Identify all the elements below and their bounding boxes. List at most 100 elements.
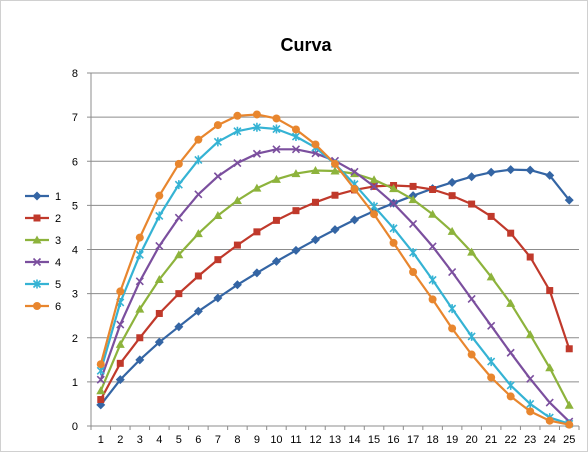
- data-point-triangle: [389, 184, 399, 193]
- data-point-star: [467, 331, 476, 341]
- data-point-x: [116, 320, 125, 329]
- data-point-star: [428, 275, 437, 285]
- legend-label: 4: [55, 257, 61, 269]
- data-point-circle: [487, 373, 496, 382]
- data-point-triangle: [154, 275, 164, 284]
- legend: 1 2 3 4 5 6: [25, 191, 61, 313]
- data-point-square: [272, 216, 280, 224]
- x-tick-label: 7: [215, 434, 221, 446]
- data-point-circle: [428, 295, 437, 304]
- data-point-circle: [448, 324, 457, 333]
- legend-item: 3: [25, 235, 61, 247]
- data-point-x: [487, 321, 496, 330]
- data-point-diamond: [193, 306, 203, 316]
- data-point-square: [233, 241, 241, 249]
- data-point-triangle: [467, 247, 477, 256]
- data-point-star: [272, 124, 281, 134]
- data-point-x: [389, 199, 398, 208]
- x-tick-label: 19: [446, 434, 458, 446]
- x-tick-label: 11: [290, 434, 301, 446]
- y-tick-label: 0: [72, 421, 78, 433]
- data-point-diamond: [525, 165, 535, 175]
- data-point-circle: [409, 268, 418, 277]
- data-point-triangle: [135, 304, 145, 313]
- series-group: [96, 110, 574, 429]
- data-point-triangle: [32, 235, 42, 244]
- data-point-x: [291, 145, 301, 154]
- data-point-square: [116, 359, 124, 367]
- data-point-triangle: [174, 250, 184, 259]
- data-point-square: [33, 214, 41, 222]
- data-point-diamond: [310, 235, 320, 245]
- data-point-diamond: [32, 191, 42, 201]
- data-point-star: [389, 223, 398, 233]
- data-point-x: [233, 158, 242, 168]
- x-tick-label: 20: [466, 434, 478, 446]
- x-tick-label: 12: [309, 434, 321, 446]
- data-point-circle: [545, 416, 554, 425]
- data-point-square: [468, 200, 476, 208]
- data-point-x: [350, 167, 359, 176]
- data-point-diamond: [271, 256, 281, 266]
- series-line: [99, 184, 571, 401]
- data-point-triangle: [408, 195, 418, 204]
- x-tick-label: 14: [348, 434, 360, 446]
- x-tick-label: 5: [176, 434, 182, 446]
- data-point-circle: [272, 114, 281, 123]
- x-tick-label: 17: [407, 434, 419, 446]
- data-point-triangle: [232, 196, 242, 205]
- data-point-square: [155, 309, 163, 317]
- legend-item: 6: [25, 301, 61, 313]
- data-point-star: [174, 180, 183, 190]
- data-point-diamond: [135, 355, 145, 365]
- data-point-square: [194, 272, 202, 280]
- x-tick-label: 16: [387, 434, 399, 446]
- data-point-diamond: [115, 375, 125, 385]
- x-tick-label: 2: [117, 434, 123, 446]
- data-point-diamond: [154, 337, 164, 347]
- data-point-triangle: [252, 183, 262, 192]
- series-6: [96, 110, 574, 429]
- legend-item: 1: [25, 191, 61, 203]
- data-point-triangle: [115, 339, 125, 348]
- data-point-triangle: [310, 166, 320, 175]
- legend-label: 2: [55, 213, 61, 225]
- data-point-x: [252, 149, 261, 158]
- y-tick-label: 1: [72, 377, 78, 389]
- data-point-triangle: [545, 363, 555, 372]
- data-point-square: [429, 185, 437, 193]
- x-tick-label: 4: [156, 434, 162, 446]
- x-tick-label: 23: [524, 434, 536, 446]
- data-point-square: [409, 182, 417, 190]
- data-point-diamond: [330, 225, 340, 235]
- data-point-triangle: [193, 229, 203, 238]
- data-point-star: [506, 380, 515, 390]
- data-point-circle: [135, 233, 144, 242]
- data-point-square: [331, 191, 339, 199]
- x-tick-label: 25: [563, 434, 575, 446]
- data-point-circle: [506, 392, 515, 401]
- x-tick-label: 21: [485, 434, 497, 446]
- data-point-x: [272, 145, 281, 154]
- y-tick-label: 7: [72, 112, 78, 124]
- series-line: [99, 148, 570, 423]
- data-point-diamond: [232, 280, 242, 290]
- data-point-circle: [350, 185, 359, 194]
- data-point-x: [506, 348, 515, 357]
- data-point-circle: [565, 420, 574, 429]
- data-point-x: [545, 398, 554, 407]
- data-point-x: [174, 213, 183, 222]
- data-point-triangle: [525, 330, 535, 339]
- data-point-diamond: [252, 268, 262, 278]
- data-point-circle: [331, 159, 339, 168]
- x-tick-label: 24: [544, 434, 556, 446]
- legend-label: 5: [55, 279, 61, 291]
- data-point-square: [311, 198, 319, 206]
- data-point-square: [175, 290, 183, 298]
- data-point-x: [369, 182, 379, 191]
- data-point-circle: [194, 135, 203, 144]
- data-point-square: [292, 207, 300, 215]
- data-point-triangle: [96, 386, 106, 395]
